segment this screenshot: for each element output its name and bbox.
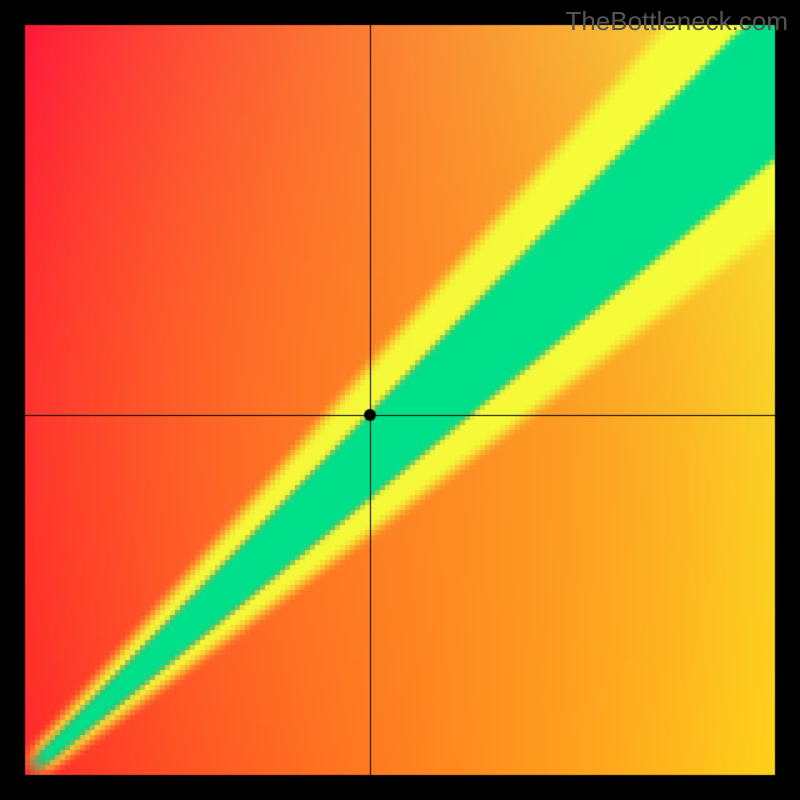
- chart-container: TheBottleneck.com: [0, 0, 800, 800]
- heatmap-canvas: [0, 0, 800, 800]
